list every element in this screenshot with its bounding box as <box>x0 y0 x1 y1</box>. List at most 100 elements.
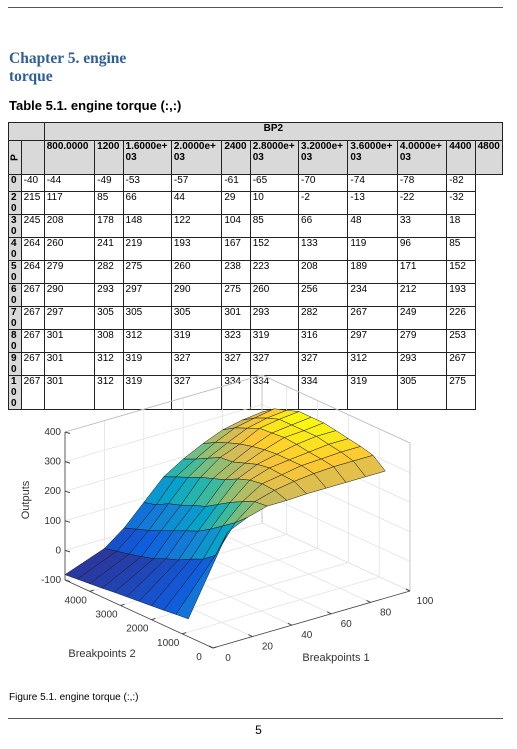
chapter-heading: Chapter 5. engine torque <box>9 50 127 85</box>
data-row: 0 -40 -44 -49 -53 -57 -61 -65 -70 -74 -78 -82 <box>8 173 503 192</box>
tick-mark <box>64 431 71 434</box>
grid-line <box>64 404 263 462</box>
figure-caption: Figure 5.1. engine torque (:,:) <box>9 692 139 703</box>
z-tick-label: 200 <box>44 486 61 497</box>
cell: -49 <box>94 173 124 192</box>
x-axis-label: Breakpoints 2 <box>68 648 135 660</box>
z-tick-label: 100 <box>44 516 61 527</box>
cell: 305 <box>170 306 223 330</box>
cell: -53 <box>122 173 172 192</box>
cell: 48 <box>347 214 398 238</box>
box-edge <box>261 374 411 444</box>
data-row: 50 264 279 282 275 260 238 223 208 189 171 152 <box>8 260 503 284</box>
tick-mark <box>64 520 71 523</box>
cell: -74 <box>347 173 398 192</box>
column-header: 3.6000e+03 <box>347 139 398 175</box>
cell: 249 <box>396 306 448 330</box>
tick-mark <box>151 617 156 621</box>
cell: -78 <box>396 173 448 192</box>
cell: -82 <box>446 173 476 192</box>
cell: 212 <box>396 283 448 307</box>
data-row: 70 267 297 305 305 305 301 293 282 267 249 226 <box>8 306 503 330</box>
data-table: BP2BP1800.000012001.6000e+032.0000e+0324… <box>8 122 504 410</box>
corner-cell <box>8 122 45 141</box>
surface-chart: -100010020030040001000200030004000020406… <box>20 374 434 664</box>
cell: 133 <box>298 237 349 261</box>
cell: 279 <box>396 329 448 353</box>
cell: -2 <box>298 191 349 215</box>
cell: 148 <box>122 214 172 238</box>
cell: 208 <box>298 260 349 284</box>
cell: 290 <box>170 283 223 307</box>
surface-patch <box>175 531 228 620</box>
cell: 327 <box>170 375 223 410</box>
column-header-row: BP1 800.000012001.6000e+032.0000e+0324002… <box>8 139 504 175</box>
x-tick-label: 0 <box>196 652 202 663</box>
cell: 293 <box>249 306 300 330</box>
cell: 104 <box>221 214 251 238</box>
column-header: 2400 <box>221 139 251 175</box>
data-row: 80 267 301 308 312 319 323 319 316 297 279 253 <box>8 329 503 353</box>
cell: 193 <box>446 283 476 307</box>
grid-line <box>261 493 411 562</box>
cell: 18 <box>446 214 476 238</box>
cell: 208 <box>43 214 96 238</box>
column-header: 800.0000 <box>43 139 96 175</box>
cell: 96 <box>396 237 448 261</box>
x-tick-label: 3000 <box>95 610 118 621</box>
cell: 152 <box>249 237 300 261</box>
z-axis-label: Outputs <box>20 480 32 519</box>
table-title: Table 5.1. engine torque (:,:) <box>9 98 182 113</box>
tick-mark <box>64 549 71 553</box>
cell: 171 <box>396 260 448 284</box>
cell: -22 <box>396 191 448 215</box>
cell: 275 <box>122 260 172 284</box>
data-row: 60 267 290 293 297 290 275 260 256 234 212 193 <box>8 283 503 307</box>
row-label: 40 <box>8 237 22 261</box>
cell: 189 <box>347 260 398 284</box>
cell: -70 <box>298 173 349 192</box>
column-header: 4400 <box>446 139 476 175</box>
cell: 267 <box>20 306 45 330</box>
floor-pane <box>65 523 410 648</box>
tick-mark <box>64 490 71 494</box>
cell: 260 <box>170 260 223 284</box>
header-row: BP2 <box>8 122 504 141</box>
corner-cell <box>20 139 45 175</box>
row-label: 100 <box>8 375 22 410</box>
cell: 319 <box>170 329 223 353</box>
cell: 267 <box>20 283 45 307</box>
column-header: 4.0000e+03 <box>396 139 448 175</box>
cell: 256 <box>298 283 349 307</box>
tick-mark <box>208 645 214 649</box>
row-label: 50 <box>8 260 22 284</box>
row-label: 20 <box>8 191 22 215</box>
cell: 215 <box>20 191 45 215</box>
cell: -65 <box>249 173 300 192</box>
cell: 267 <box>20 375 45 410</box>
cell: 85 <box>94 191 124 215</box>
cell: 275 <box>221 283 251 307</box>
cell: 312 <box>94 375 124 410</box>
cell: 264 <box>20 237 45 261</box>
cell: 260 <box>43 237 96 261</box>
cell: 297 <box>122 283 172 307</box>
cell: -40 <box>20 173 45 192</box>
row-group: BP1 <box>8 139 22 175</box>
cell: 264 <box>20 260 45 284</box>
cell: 29 <box>221 191 251 215</box>
cell: -13 <box>347 191 398 215</box>
page-number: 5 <box>255 723 262 737</box>
axis-line <box>212 590 411 649</box>
cell: 260 <box>249 283 300 307</box>
y-tick-label: 60 <box>341 619 353 630</box>
cell: 238 <box>221 260 251 284</box>
grid-line <box>261 522 411 592</box>
cell: 85 <box>446 237 476 261</box>
grid-line <box>182 576 380 635</box>
cell: 327 <box>249 352 300 376</box>
row-label: 70 <box>8 306 22 330</box>
cell: 305 <box>94 306 124 330</box>
z-tick-label: 0 <box>55 545 61 556</box>
